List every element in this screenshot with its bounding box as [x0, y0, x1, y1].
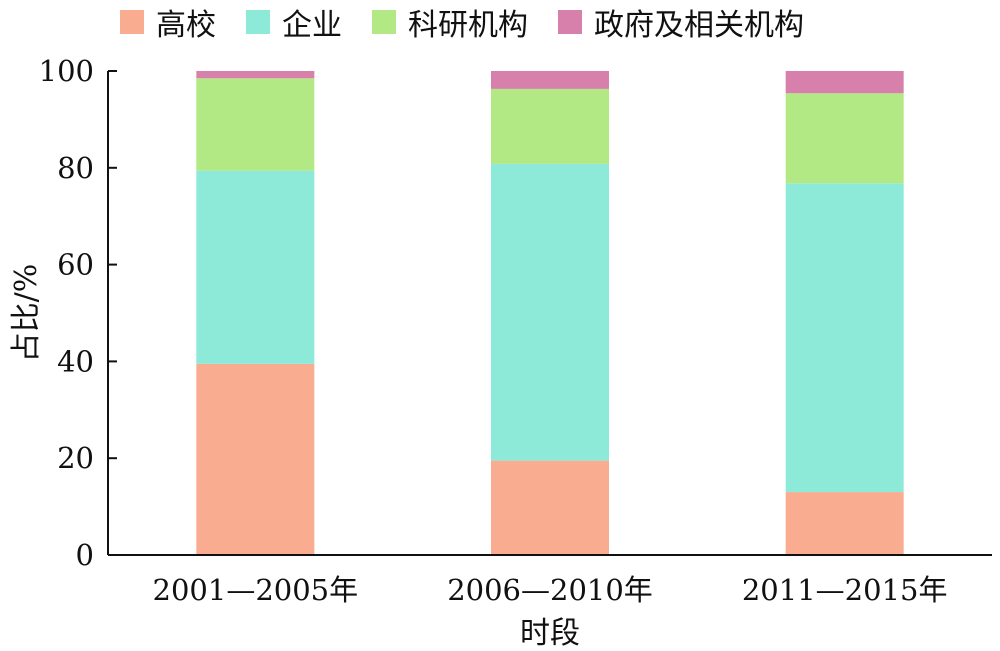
- bar-segment-research-institutes: [491, 88, 609, 164]
- legend-label-research-institutes: 科研机构: [408, 8, 528, 43]
- legend: 高校 企业 科研机构 政府及相关机构: [120, 0, 1000, 44]
- x-category-label: 2011—2015年: [742, 573, 948, 607]
- x-category-label: 2001—2005年: [153, 573, 359, 607]
- bar-segment-universities: [491, 460, 609, 555]
- y-tick-label: 0: [76, 538, 94, 572]
- legend-swatch-research-institutes: [372, 10, 396, 34]
- y-axis-title: 占比/%: [9, 264, 44, 363]
- bar-segment-universities: [785, 492, 904, 555]
- legend-label-enterprises: 企业: [282, 8, 342, 43]
- y-tick-label: 80: [57, 151, 94, 185]
- legend-label-universities: 高校: [156, 8, 216, 43]
- x-axis-title: 时段: [520, 616, 580, 651]
- y-tick-label: 40: [57, 344, 94, 378]
- x-axis-labels: 2001—2005年 2006—2010年 2011—2015年: [153, 573, 948, 607]
- legend-swatch-enterprises: [246, 10, 270, 34]
- y-tick-label: 100: [39, 54, 94, 88]
- bar-segment-enterprises: [196, 170, 315, 364]
- bar-segment-research-institutes: [196, 78, 315, 171]
- legend-item-universities: 高校: [120, 0, 216, 44]
- legend-label-government: 政府及相关机构: [594, 8, 804, 43]
- legend-swatch-universities: [120, 10, 144, 34]
- legend-item-enterprises: 企业: [246, 0, 342, 44]
- bar-segment-enterprises: [785, 183, 904, 493]
- legend-swatch-government: [558, 10, 582, 34]
- x-category-label: 2006—2010年: [447, 573, 653, 607]
- legend-item-government: 政府及相关机构: [558, 0, 804, 44]
- bar-segment-government: [491, 71, 609, 89]
- bar-group: [196, 71, 904, 555]
- bar-segment-enterprises: [491, 163, 609, 461]
- y-axis-ticks: 0 20 40 60 80 100: [39, 54, 117, 572]
- y-tick-label: 60: [57, 248, 94, 282]
- bar-segment-research-institutes: [785, 93, 904, 184]
- legend-item-research-institutes: 科研机构: [372, 0, 528, 44]
- bar-segment-government: [785, 71, 904, 94]
- bar-segment-universities: [196, 363, 315, 555]
- y-tick-label: 20: [57, 441, 94, 475]
- bar-segment-government: [196, 71, 315, 79]
